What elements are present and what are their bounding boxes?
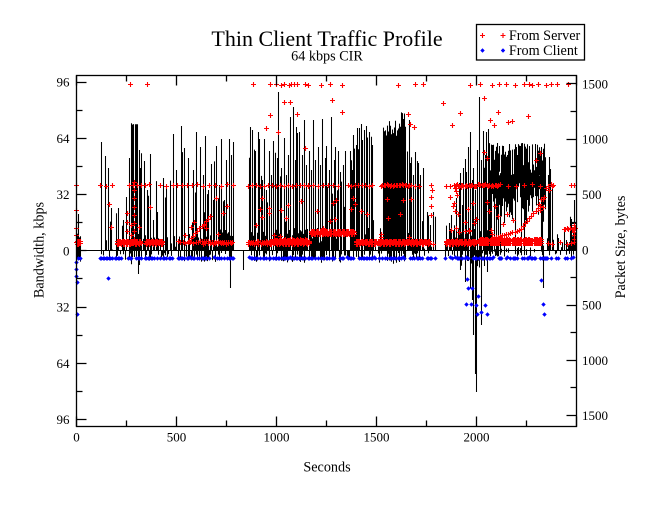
svg-text:64 kbps CIR: 64 kbps CIR [291,49,363,65]
svg-text:Bandwidth, kbps: Bandwidth, kbps [32,201,48,298]
svg-text:96: 96 [57,75,71,90]
svg-text:96: 96 [57,412,71,427]
svg-text:From Server: From Server [509,28,581,44]
svg-text:0: 0 [63,243,70,258]
svg-text:1500: 1500 [364,430,390,445]
svg-text:2000: 2000 [464,430,490,445]
svg-text:32: 32 [57,300,70,315]
svg-text:32: 32 [57,187,70,202]
svg-text:500: 500 [167,430,187,445]
svg-text:1500: 1500 [582,76,608,91]
svg-text:500: 500 [582,298,602,313]
svg-text:0: 0 [582,242,589,257]
svg-text:Seconds: Seconds [303,460,351,476]
svg-text:64: 64 [57,356,71,371]
svg-text:Thin Client Traffic Profile: Thin Client Traffic Profile [211,26,442,51]
svg-text:1500: 1500 [582,408,608,423]
svg-text:1000: 1000 [582,353,608,368]
svg-text:500: 500 [582,187,602,202]
svg-text:0: 0 [73,430,80,445]
svg-text:Packet Size, bytes: Packet Size, bytes [613,195,629,298]
svg-text:1000: 1000 [264,430,290,445]
svg-text:From Client: From Client [509,43,578,59]
svg-text:64: 64 [57,131,71,146]
svg-text:1000: 1000 [582,132,608,147]
